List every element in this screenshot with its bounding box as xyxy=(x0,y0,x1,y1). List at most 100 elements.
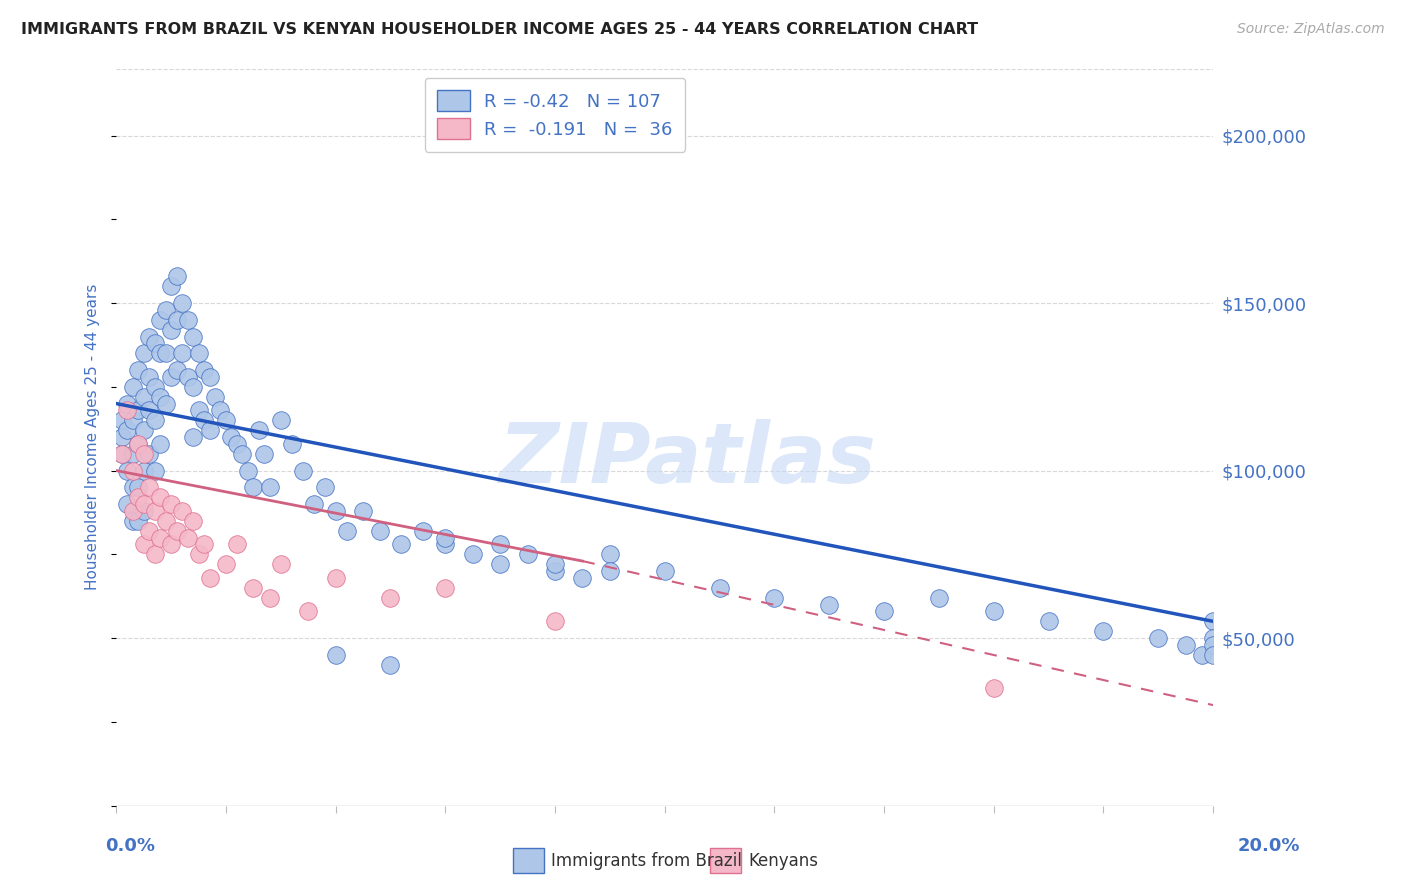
Point xyxy=(434,537,457,551)
Point xyxy=(149,531,172,545)
Point xyxy=(143,464,166,478)
Point xyxy=(516,547,538,561)
Point xyxy=(434,531,457,545)
Point xyxy=(221,430,243,444)
Point xyxy=(215,413,238,427)
Point xyxy=(259,591,281,605)
Point xyxy=(127,437,149,451)
Point xyxy=(325,504,347,518)
Point xyxy=(111,413,134,427)
Text: Kenyans: Kenyans xyxy=(748,852,818,870)
Point xyxy=(1147,631,1170,645)
Point xyxy=(193,537,215,551)
Point xyxy=(983,681,1005,696)
Point xyxy=(302,497,325,511)
Point xyxy=(204,390,226,404)
Point xyxy=(544,615,567,629)
Point xyxy=(270,413,292,427)
Point xyxy=(143,413,166,427)
Point xyxy=(127,514,149,528)
Point xyxy=(115,403,138,417)
Point xyxy=(155,346,177,360)
Point xyxy=(1202,631,1225,645)
Point xyxy=(391,537,413,551)
Point xyxy=(368,524,391,538)
Y-axis label: Householder Income Ages 25 - 44 years: Householder Income Ages 25 - 44 years xyxy=(86,284,100,591)
Point xyxy=(138,369,160,384)
Point xyxy=(166,269,188,284)
Text: ZIPatlas: ZIPatlas xyxy=(498,418,876,500)
Point xyxy=(121,413,143,427)
Point xyxy=(138,447,160,461)
Point xyxy=(1191,648,1213,662)
Point xyxy=(654,564,676,578)
Point xyxy=(571,571,593,585)
Point xyxy=(215,558,238,572)
Point xyxy=(127,437,149,451)
Point xyxy=(172,296,194,310)
Point xyxy=(166,313,188,327)
Point xyxy=(434,581,457,595)
Point xyxy=(132,346,155,360)
Point xyxy=(138,329,160,343)
Point xyxy=(209,403,232,417)
Point xyxy=(155,302,177,317)
Point xyxy=(380,657,402,672)
Point xyxy=(155,514,177,528)
Point xyxy=(544,558,567,572)
Point xyxy=(160,369,183,384)
Point xyxy=(115,423,138,437)
Point xyxy=(242,581,264,595)
Point xyxy=(259,480,281,494)
Point xyxy=(115,396,138,410)
Point xyxy=(115,497,138,511)
Point xyxy=(132,447,155,461)
Point xyxy=(176,531,198,545)
Point xyxy=(763,591,786,605)
Point xyxy=(193,363,215,377)
Point xyxy=(270,558,292,572)
Point xyxy=(121,514,143,528)
Point xyxy=(149,437,172,451)
Point xyxy=(149,346,172,360)
Point xyxy=(380,591,402,605)
Point xyxy=(132,497,155,511)
Point xyxy=(1202,648,1225,662)
Point xyxy=(599,547,621,561)
Point xyxy=(291,464,314,478)
Point xyxy=(1174,638,1197,652)
Point xyxy=(132,504,155,518)
Point xyxy=(176,369,198,384)
Point xyxy=(231,447,253,461)
Legend: R = -0.42   N = 107, R =  -0.191   N =  36: R = -0.42 N = 107, R = -0.191 N = 36 xyxy=(425,78,685,152)
Point xyxy=(818,598,841,612)
Point xyxy=(121,480,143,494)
Point xyxy=(709,581,731,595)
Point xyxy=(226,537,249,551)
Point xyxy=(172,346,194,360)
Point xyxy=(599,564,621,578)
Point xyxy=(160,279,183,293)
Point xyxy=(187,346,209,360)
Point xyxy=(544,564,567,578)
Point xyxy=(111,447,134,461)
Point xyxy=(297,604,319,618)
Point xyxy=(412,524,434,538)
Point xyxy=(983,604,1005,618)
Point xyxy=(121,504,143,518)
Point xyxy=(143,504,166,518)
Point xyxy=(236,464,259,478)
Point xyxy=(325,571,347,585)
Text: Source: ZipAtlas.com: Source: ZipAtlas.com xyxy=(1237,22,1385,37)
Point xyxy=(115,464,138,478)
Point xyxy=(143,547,166,561)
Point xyxy=(155,396,177,410)
Point xyxy=(172,504,194,518)
Point xyxy=(489,537,512,551)
Point xyxy=(149,491,172,505)
Point xyxy=(160,497,183,511)
Point xyxy=(325,648,347,662)
Point xyxy=(160,323,183,337)
Point xyxy=(138,480,160,494)
Point xyxy=(143,336,166,351)
